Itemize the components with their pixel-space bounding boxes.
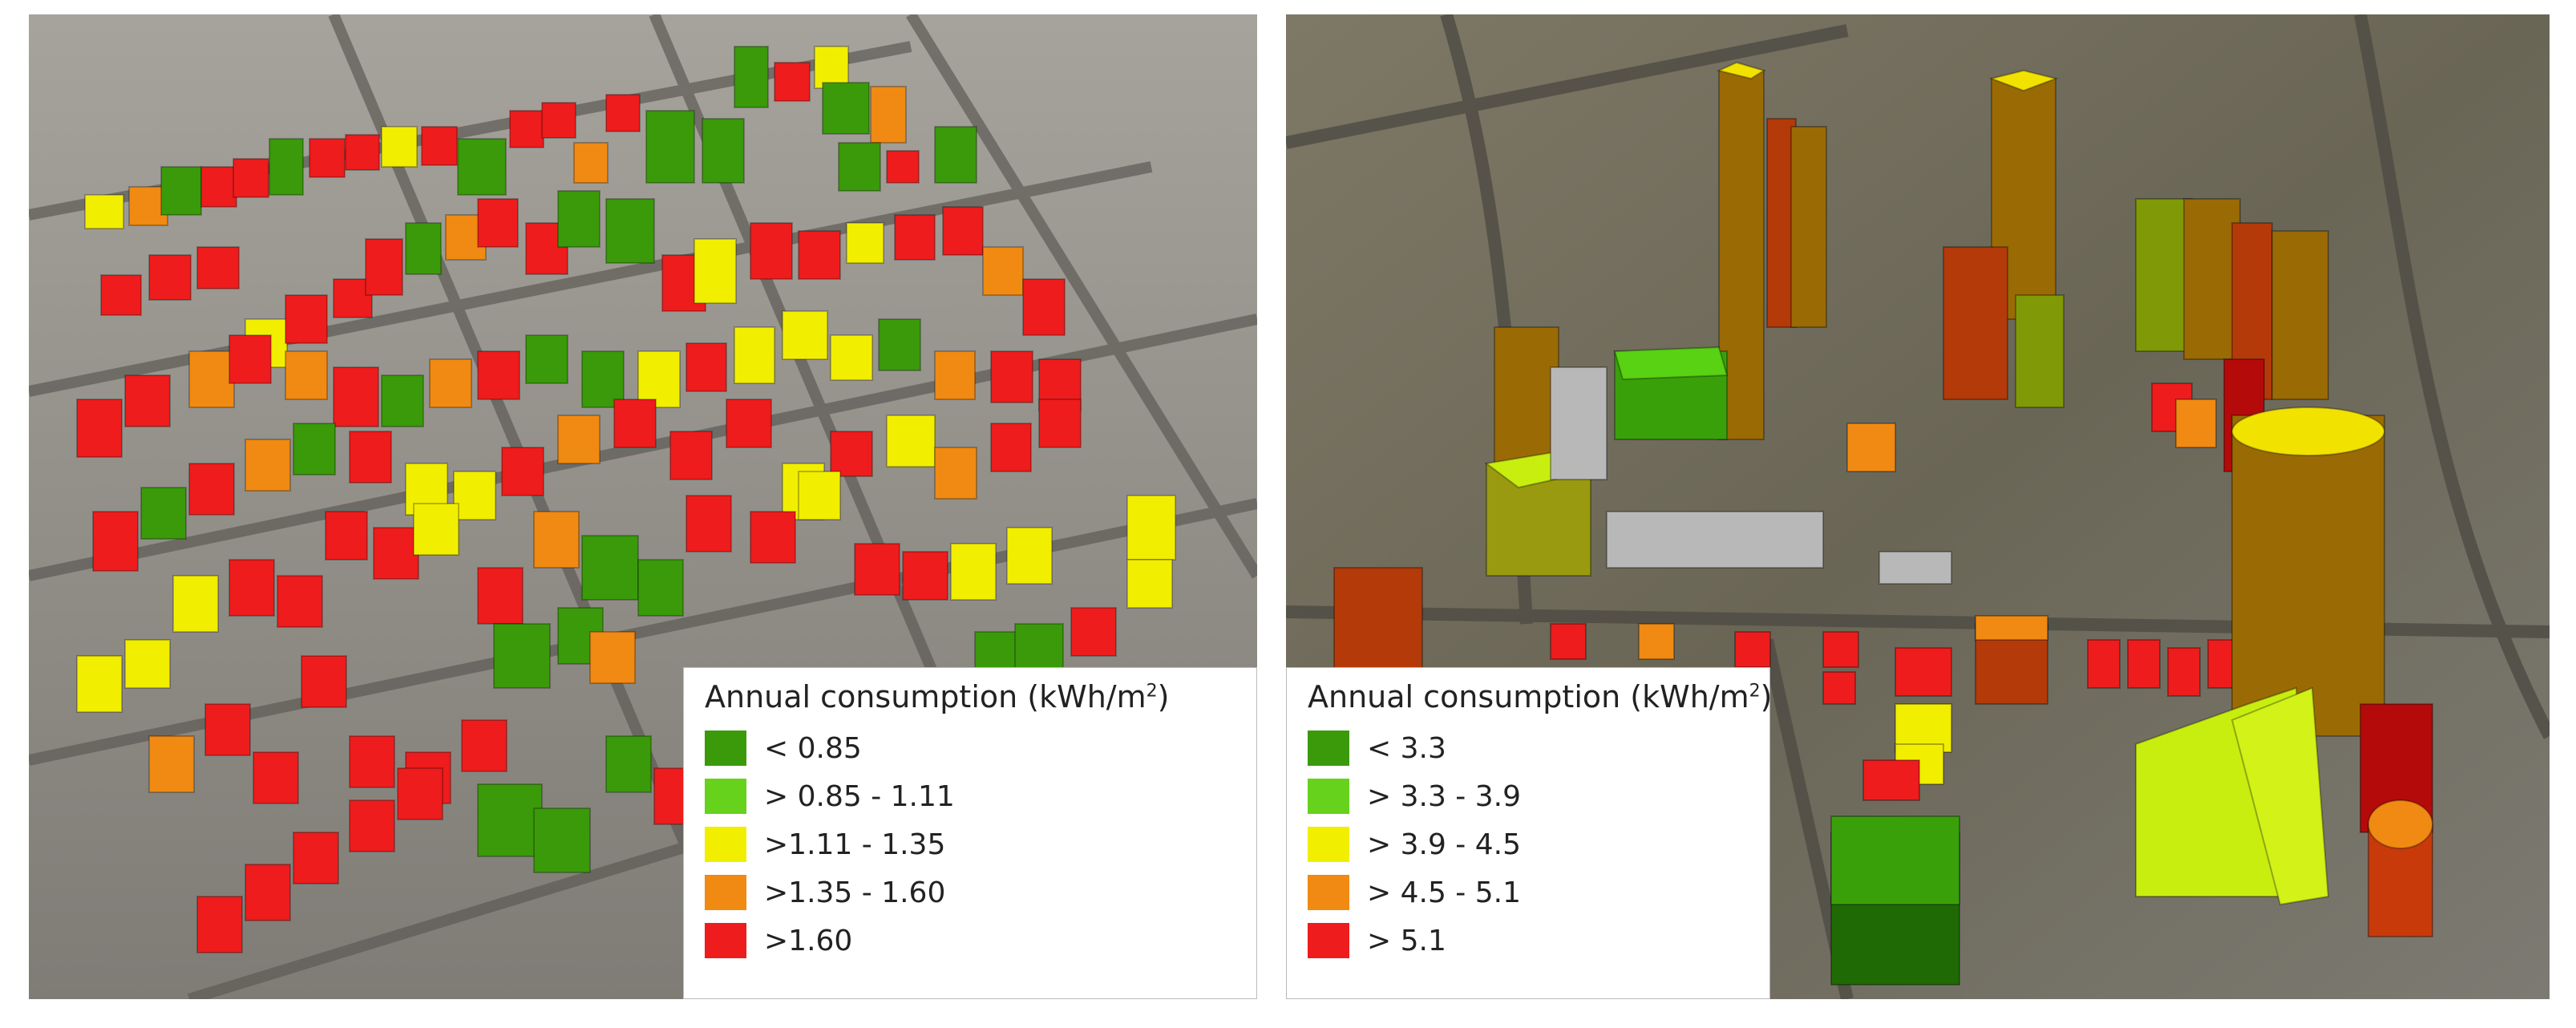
right-legend: Annual consumption (kWh/m2) < 3.3 > 3.3 … — [1286, 667, 1773, 999]
legend-swatch — [705, 779, 746, 814]
legend-swatch — [705, 875, 746, 910]
legend-label: >1.11 - 1.35 — [764, 828, 946, 861]
building-blocks — [76, 46, 1176, 953]
legend-swatch — [1308, 875, 1349, 910]
legend-swatch — [1308, 923, 1349, 958]
legend-label: > 3.9 - 4.5 — [1367, 828, 1521, 861]
legend-swatch — [1308, 731, 1349, 766]
left-legend-item: > 0.85 - 1.11 — [705, 772, 1239, 820]
legend-label: >1.35 - 1.60 — [764, 876, 946, 909]
left-legend-title: Annual consumption (kWh/m2) — [705, 679, 1170, 714]
left-legend-item: >1.35 - 1.60 — [705, 868, 1239, 917]
legend-label: > 4.5 - 5.1 — [1367, 876, 1521, 909]
legend-swatch — [1308, 827, 1349, 862]
left-3d-buildings-scene — [29, 14, 1257, 999]
right-3d-buildings-scene — [1286, 14, 2550, 999]
legend-swatch — [1308, 779, 1349, 814]
right-legend-item: > 5.1 — [1308, 917, 1752, 965]
left-legend-item: < 0.85 — [705, 724, 1239, 772]
legend-label: > 3.3 - 3.9 — [1367, 779, 1521, 813]
right-legend-item: > 3.3 - 3.9 — [1308, 772, 1752, 820]
legend-swatch — [705, 827, 746, 862]
legend-label: < 0.85 — [764, 731, 862, 765]
building-towers — [1333, 61, 2433, 986]
left-map-view[interactable]: Annual consumption (kWh/m2) < 0.85 > 0.8… — [29, 14, 1257, 999]
legend-label: > 5.1 — [1367, 924, 1446, 957]
left-legend-item: >1.11 - 1.35 — [705, 820, 1239, 868]
legend-swatch — [705, 731, 746, 766]
legend-label: >1.60 — [764, 924, 853, 957]
right-legend-item: < 3.3 — [1308, 724, 1752, 772]
left-legend-item: >1.60 — [705, 917, 1239, 965]
right-legend-item: > 3.9 - 4.5 — [1308, 820, 1752, 868]
right-legend-item: > 4.5 - 5.1 — [1308, 868, 1752, 917]
right-map-view[interactable]: Annual consumption (kWh/m2) < 3.3 > 3.3 … — [1286, 14, 2550, 999]
legend-swatch — [705, 923, 746, 958]
right-legend-title: Annual consumption (kWh/m2) — [1308, 679, 1773, 714]
legend-label: > 0.85 - 1.11 — [764, 779, 955, 813]
legend-label: < 3.3 — [1367, 731, 1446, 765]
left-legend: Annual consumption (kWh/m2) < 0.85 > 0.8… — [683, 667, 1257, 999]
